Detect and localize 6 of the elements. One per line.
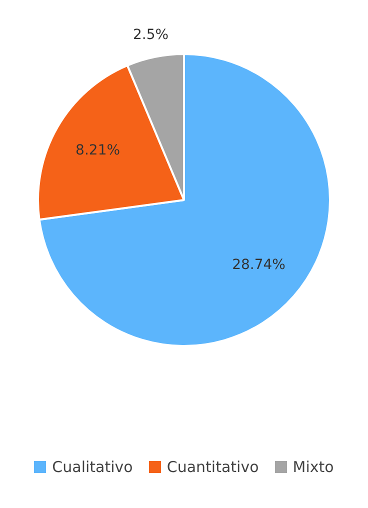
legend-label: Cuantitativo [166, 458, 259, 476]
data-label: 8.21% [76, 142, 120, 158]
legend-label: Mixto [292, 458, 334, 476]
data-label: 28.74% [232, 256, 286, 273]
data-label: 2.5% [133, 27, 169, 44]
legend-label: Cualitativo [52, 458, 133, 476]
